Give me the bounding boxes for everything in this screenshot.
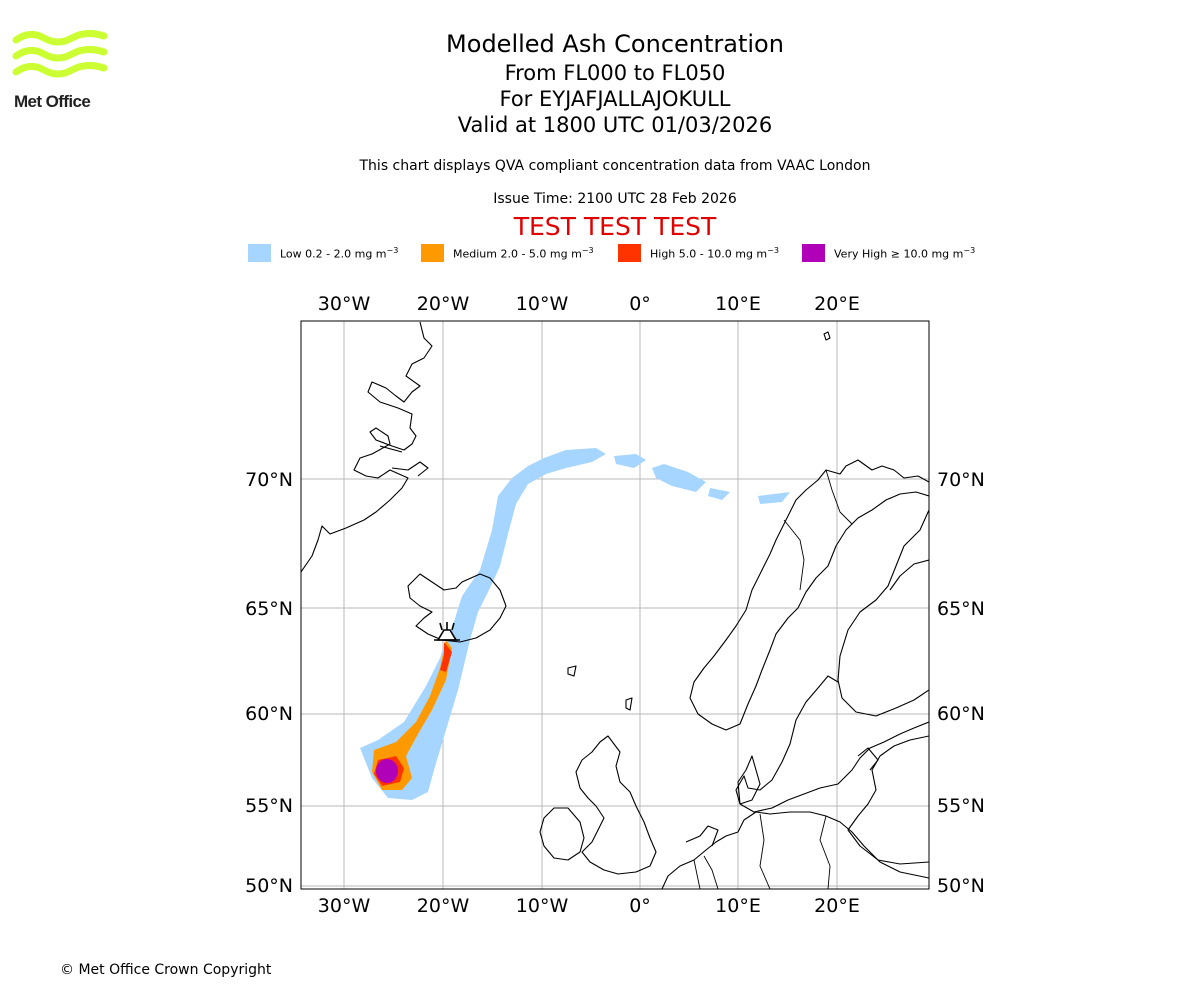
met-office-logo-icon	[12, 29, 108, 78]
map-background	[301, 321, 929, 889]
lon-label-bottom: 0°	[629, 895, 651, 917]
legend-label-medium: Medium 2.0 - 5.0 mg m	[453, 247, 582, 261]
lon-label-bottom: 10°E	[715, 895, 761, 917]
lat-label-left: 55°N	[245, 795, 293, 817]
axis-labels: 30°W 20°W 10°W 0° 10°E 20°E 30°W 20°W 10…	[245, 293, 985, 917]
ash-area-very-high	[376, 759, 398, 783]
lat-label-right: 55°N	[937, 795, 985, 817]
coast-denmark	[737, 755, 761, 805]
legend-swatch-low	[248, 244, 271, 262]
coast-svalbard	[823, 331, 831, 341]
test-banner: TEST TEST TEST	[513, 212, 717, 241]
qva-note: This chart displays QVA compliant concen…	[359, 158, 871, 174]
legend-label-high: High 5.0 - 10.0 mg m	[650, 247, 768, 261]
lon-label-top: 0°	[629, 293, 651, 315]
legend-swatch-medium	[421, 244, 444, 262]
flight-levels: From FL000 to FL050	[504, 61, 726, 85]
lat-label-left: 70°N	[245, 469, 293, 491]
lon-label-bottom: 30°W	[318, 895, 371, 917]
coast-great-britain	[575, 735, 657, 875]
coast-scandinavia	[689, 459, 929, 731]
lat-label-right: 60°N	[937, 703, 985, 725]
lon-label-top: 20°W	[417, 293, 470, 315]
lon-label-top: 10°E	[715, 293, 761, 315]
legend-swatch-very-high	[802, 244, 825, 262]
legend-label-very-high: Very High ≥ 10.0 mg m	[834, 247, 964, 261]
lat-label-left: 60°N	[245, 703, 293, 725]
copyright: © Met Office Crown Copyright	[60, 962, 272, 978]
ash-area-medium	[372, 640, 452, 790]
map-frame	[300, 320, 930, 890]
lat-label-right: 50°N	[937, 875, 985, 897]
coast-greenland	[301, 321, 433, 573]
lon-label-top: 30°W	[318, 293, 371, 315]
lon-label-top: 20°E	[814, 293, 860, 315]
coastlines	[301, 321, 929, 889]
legend-label-low: Low 0.2 - 2.0 mg m	[280, 247, 387, 261]
chart-title-block: Modelled Ash Concentration From FL000 to…	[315, 28, 915, 138]
graticule	[301, 321, 929, 889]
lon-label-top: 10°W	[516, 293, 569, 315]
lon-label-bottom: 10°W	[516, 895, 569, 917]
volcano-icon	[434, 622, 460, 641]
issue-time: Issue Time: 2100 UTC 28 Feb 2026	[493, 191, 737, 207]
coast-finland-sweden	[837, 509, 929, 717]
lat-label-right: 70°N	[937, 469, 985, 491]
lon-label-bottom: 20°E	[814, 895, 860, 917]
lat-label-right: 65°N	[937, 598, 985, 620]
lat-label-left: 65°N	[245, 598, 293, 620]
lon-label-bottom: 20°W	[417, 895, 470, 917]
valid-time: Valid at 1800 UTC 01/03/2026	[457, 113, 773, 137]
legend-swatch-high	[618, 244, 641, 262]
coast-iceland	[407, 573, 507, 643]
coast-ireland	[539, 807, 585, 861]
coast-continental-europe	[661, 811, 929, 889]
logo-text: Met Office	[14, 92, 91, 111]
lat-label-left: 50°N	[245, 875, 293, 897]
volcano-name: For EYJAFJALLAJOKULL	[499, 87, 731, 111]
chart-title: Modelled Ash Concentration	[446, 30, 784, 58]
